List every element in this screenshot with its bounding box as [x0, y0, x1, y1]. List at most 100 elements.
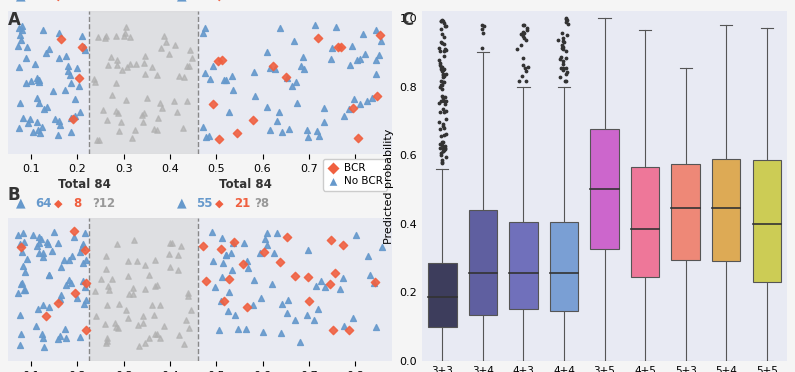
Point [554, 65, 567, 71]
Point [295, 64, 308, 70]
Point [62, 68, 75, 74]
Text: ▲: ▲ [16, 0, 25, 3]
Point [215, 298, 227, 304]
Point [24, 116, 37, 122]
Point [102, 283, 114, 289]
Bar [631, 167, 659, 277]
Point [126, 285, 139, 291]
Point [354, 56, 366, 62]
Point [16, 249, 29, 255]
Point [143, 335, 156, 341]
Point [358, 51, 370, 57]
Bar [510, 222, 537, 310]
Point [130, 257, 143, 263]
Point [34, 236, 47, 242]
Point [139, 340, 152, 346]
Point [519, 65, 532, 71]
Text: 55: 55 [196, 197, 213, 210]
Point [515, 31, 528, 37]
Point [148, 126, 161, 132]
Point [78, 47, 91, 53]
Point [438, 46, 451, 52]
Text: Total 84: Total 84 [58, 178, 111, 191]
Point [361, 253, 374, 259]
Point [100, 340, 113, 346]
Point [42, 46, 55, 52]
Point [58, 87, 71, 93]
Point [517, 22, 529, 28]
Point [74, 334, 87, 340]
Point [110, 80, 122, 86]
Point [237, 240, 250, 246]
Point [343, 62, 356, 68]
Point [138, 110, 151, 116]
Point [347, 105, 359, 111]
Point [17, 287, 30, 293]
Point [18, 240, 31, 246]
Point [436, 148, 449, 154]
Point [123, 34, 136, 40]
Point [478, 23, 491, 29]
Point [64, 115, 77, 121]
Point [119, 97, 132, 103]
Point [197, 243, 210, 249]
Point [64, 80, 77, 86]
Point [554, 74, 567, 80]
Point [173, 332, 186, 338]
Point [560, 16, 572, 22]
Point [517, 29, 529, 35]
Point [437, 67, 450, 73]
Point [14, 342, 27, 348]
Point [52, 240, 64, 246]
Point [556, 38, 569, 44]
Point [556, 58, 569, 64]
Point [436, 139, 448, 145]
Point [318, 284, 331, 290]
Point [122, 258, 134, 264]
Point [475, 45, 488, 51]
Point [312, 306, 324, 312]
Point [560, 17, 573, 23]
Point [435, 19, 448, 25]
Point [52, 30, 65, 36]
Point [142, 272, 155, 278]
Text: 8: 8 [73, 197, 82, 210]
Point [67, 116, 80, 122]
Point [259, 236, 272, 242]
Point [30, 323, 43, 329]
Point [139, 286, 152, 292]
Point [37, 250, 50, 256]
Point [172, 251, 184, 257]
Bar [672, 164, 700, 260]
Point [435, 66, 448, 72]
Point [436, 139, 449, 145]
Point [53, 296, 66, 302]
Point [169, 42, 181, 48]
Point [217, 260, 230, 266]
Point [437, 73, 450, 79]
Point [338, 323, 351, 329]
Point [438, 125, 451, 131]
Point [209, 283, 222, 289]
Point [436, 95, 449, 101]
Point [212, 136, 225, 142]
Bar [8, 11, 89, 154]
Point [218, 77, 231, 83]
Point [88, 76, 101, 82]
Point [106, 92, 118, 98]
Point [560, 71, 572, 77]
Point [436, 124, 449, 129]
Point [220, 252, 233, 258]
Point [438, 145, 451, 151]
Point [302, 134, 315, 140]
Point [356, 31, 369, 37]
Point [102, 62, 114, 68]
Point [220, 77, 233, 83]
Point [119, 30, 132, 36]
Point [207, 101, 219, 107]
Point [560, 48, 572, 54]
Point [68, 234, 80, 240]
Point [89, 79, 102, 85]
Point [16, 280, 29, 286]
Point [360, 99, 373, 105]
